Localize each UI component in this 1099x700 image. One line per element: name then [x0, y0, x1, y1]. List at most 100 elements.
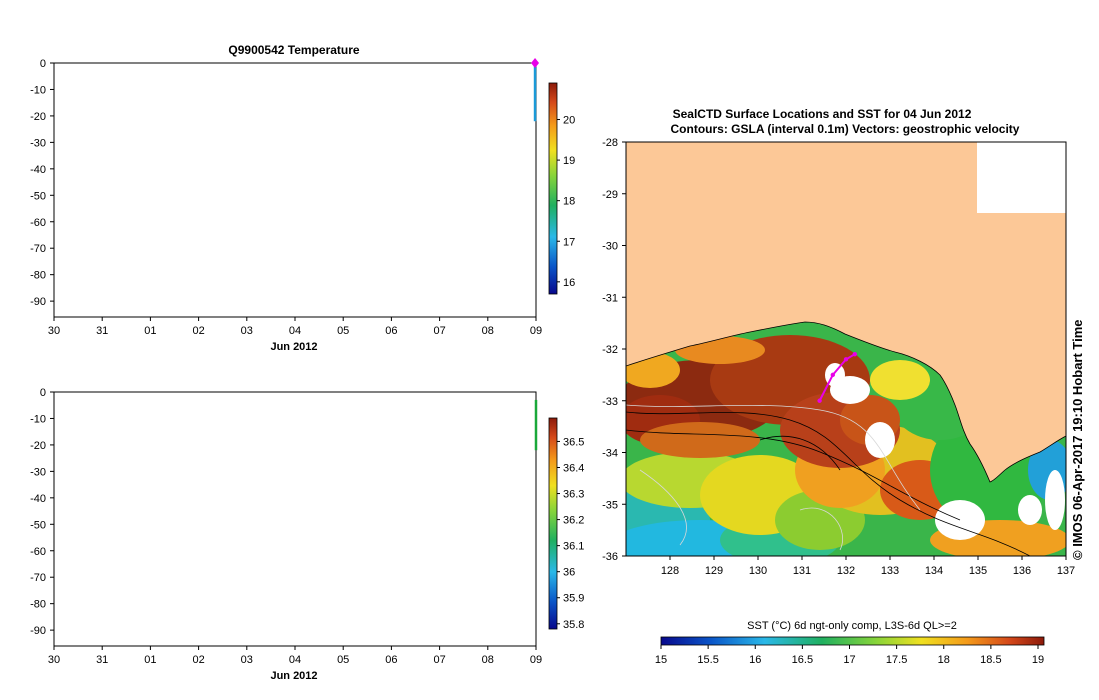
- seal-track-point: [817, 398, 822, 403]
- depth-tick-label: -10: [30, 84, 46, 96]
- date-tick-label: 07: [433, 654, 445, 666]
- depth-tick-label: -90: [30, 296, 46, 308]
- salinity-plot-frame: [53, 391, 537, 647]
- temperature-profile-panel: Q9900542 Temperature 0 -10 -20 -30 -40 -50 -60…: [30, 43, 575, 353]
- sst-colorbar-tick-label: 16: [749, 654, 761, 666]
- date-tick-label: 30: [48, 654, 60, 666]
- salinity-date-axis: 30 31 01 02 03 04 05 06 07 08 09: [48, 646, 542, 666]
- longitude-tick-label: 137: [1057, 565, 1075, 577]
- depth-tick-label: -20: [30, 440, 46, 452]
- sst-field: [626, 142, 1066, 556]
- date-tick-label: 08: [482, 325, 494, 337]
- temperature-colorbar-ticks: 16 17 18 19 20: [557, 115, 575, 289]
- colorbar-tick-label: 17: [563, 236, 575, 248]
- date-tick-label: 06: [385, 654, 397, 666]
- depth-tick-label: -70: [30, 243, 46, 255]
- latitude-tick-label: -36: [602, 551, 618, 563]
- longitude-tick-label: 136: [1013, 565, 1031, 577]
- latitude-tick-label: -35: [602, 499, 618, 511]
- seal-track-point: [830, 372, 835, 378]
- temperature-colorbar: [548, 82, 558, 295]
- colorbar-tick-label: 36.4: [563, 462, 584, 474]
- seal-track-point: [852, 351, 857, 357]
- longitude-tick-label: 128: [661, 565, 679, 577]
- depth-tick-label: -60: [30, 217, 46, 229]
- map-longitude-axis: 128 129 130 131 132 133 134 135 136 137: [661, 556, 1075, 577]
- colorbar-tick-label: 20: [563, 115, 575, 127]
- salinity-depth-axis: 0 -10 -20 -30 -40 -50 -60 -70 -80 -90: [30, 387, 54, 637]
- colorbar-tick-label: 18: [563, 196, 575, 208]
- salinity-colorbar: [548, 417, 558, 630]
- colorbar-tick-label: 35.9: [563, 593, 584, 605]
- colorbar-tick-label: 35.8: [563, 619, 584, 631]
- depth-tick-label: -50: [30, 190, 46, 202]
- date-tick-label: 02: [192, 325, 204, 337]
- date-tick-label: 06: [385, 325, 397, 337]
- colorbar-tick-label: 16: [563, 277, 575, 289]
- temperature-plot-frame: [53, 62, 537, 318]
- colorbar-tick-label: 36: [563, 567, 575, 579]
- sst-colorbar-tick-label: 15: [655, 654, 667, 666]
- temperature-depth-axis: 0 -10 -20 -30 -40 -50 -60 -70 -80 -90: [30, 58, 54, 308]
- sst-colorbar-ticks: 15 15.5 16 16.5 17 17.5 18 18.5 19: [655, 645, 1044, 666]
- sst-colorbar-tick-label: 16.5: [792, 654, 813, 666]
- longitude-tick-label: 130: [749, 565, 767, 577]
- salinity-colorbar-ticks: 35.8 35.9 36 36.1 36.2 36.3 36.4 36.5: [557, 436, 584, 631]
- latitude-tick-label: -29: [602, 189, 618, 201]
- colorbar-tick-label: 36.2: [563, 515, 584, 527]
- longitude-tick-label: 131: [793, 565, 811, 577]
- sst-colorbar-tick-label: 17: [843, 654, 855, 666]
- date-tick-label: 03: [241, 325, 253, 337]
- salinity-profile-panel: 0 -10 -20 -30 -40 -50 -60 -70 -80 -90 30 31 01 02 03 0…: [30, 387, 584, 682]
- sst-colorbar-label: SST (°C) 6d ngt-only comp, L3S-6d QL>=2: [747, 620, 957, 632]
- depth-tick-label: -80: [30, 599, 46, 611]
- sst-map-panel: SealCTD Surface Locations and SST for 04…: [602, 107, 1075, 666]
- depth-tick-label: -50: [30, 519, 46, 531]
- temperature-date-axis: 30 31 01 02 03 04 05 06 07 08 09: [48, 317, 542, 337]
- colorbar-tick-label: 36.5: [563, 436, 584, 448]
- date-tick-label: 30: [48, 325, 60, 337]
- longitude-tick-label: 133: [881, 565, 899, 577]
- depth-tick-label: -20: [30, 111, 46, 123]
- date-tick-label: 01: [144, 325, 156, 337]
- latitude-tick-label: -31: [602, 292, 618, 304]
- date-tick-label: 08: [482, 654, 494, 666]
- sst-colorbar-tick-label: 18.5: [980, 654, 1001, 666]
- sst-colorbar-tick-label: 17.5: [886, 654, 907, 666]
- latitude-tick-label: -30: [602, 241, 618, 253]
- depth-tick-label: 0: [40, 387, 46, 399]
- timestamp-stamp: © IMOS 06-Apr-2017 19:10 Hobart Time: [1070, 319, 1085, 560]
- longitude-tick-label: 132: [837, 565, 855, 577]
- date-tick-label: 04: [289, 654, 301, 666]
- depth-tick-label: -30: [30, 466, 46, 478]
- date-tick-label: 04: [289, 325, 301, 337]
- date-tick-label: 02: [192, 654, 204, 666]
- temperature-profile-marks: [531, 58, 540, 122]
- date-tick-label: 31: [96, 654, 108, 666]
- map-title: SealCTD Surface Locations and SST for 04…: [673, 107, 972, 121]
- longitude-tick-label: 135: [969, 565, 987, 577]
- depth-tick-label: -70: [30, 572, 46, 584]
- sst-colorbar-tick-label: 18: [938, 654, 950, 666]
- coastline: [626, 321, 1066, 483]
- colorbar-tick-label: 36.3: [563, 489, 584, 501]
- sst-colorbar-tick-label: 15.5: [697, 654, 718, 666]
- date-tick-label: 09: [530, 654, 542, 666]
- latitude-tick-label: -34: [602, 448, 618, 460]
- temperature-panel-title: Q9900542 Temperature: [228, 43, 360, 57]
- longitude-tick-label: 129: [705, 565, 723, 577]
- depth-tick-label: -40: [30, 164, 46, 176]
- gsla-contours-light: [626, 404, 921, 551]
- latitude-tick-label: -32: [602, 344, 618, 356]
- latitude-tick-label: -28: [602, 137, 618, 149]
- salinity-date-axis-label: Jun 2012: [270, 670, 317, 682]
- date-tick-label: 05: [337, 654, 349, 666]
- latitude-tick-label: -33: [602, 396, 618, 408]
- seal-track-point: [843, 357, 849, 362]
- sst-colorbar: [660, 636, 1045, 646]
- depth-tick-label: -30: [30, 137, 46, 149]
- depth-tick-label: -60: [30, 546, 46, 558]
- date-tick-label: 01: [144, 654, 156, 666]
- land-mask: [626, 142, 1066, 482]
